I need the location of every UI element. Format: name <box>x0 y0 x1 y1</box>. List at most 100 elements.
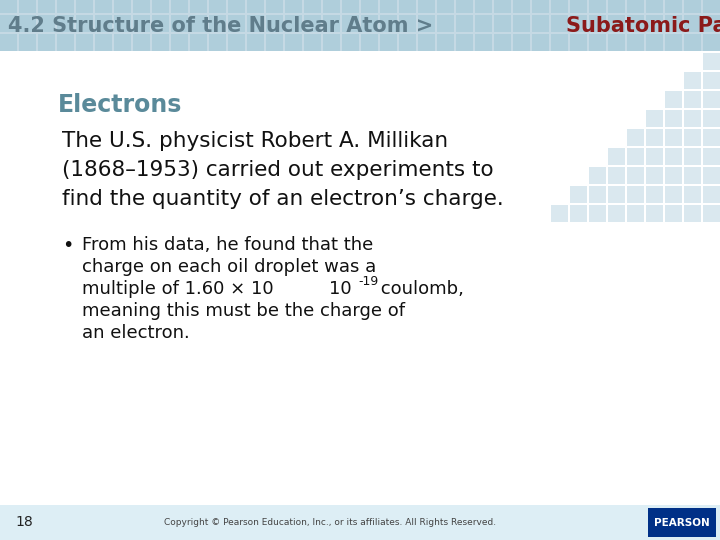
Bar <box>646 15 663 32</box>
Bar <box>380 34 397 51</box>
Bar <box>190 15 207 32</box>
Text: 18: 18 <box>15 516 32 530</box>
Bar <box>38 0 55 13</box>
Bar <box>437 0 454 13</box>
Bar <box>418 34 435 51</box>
Bar <box>627 186 644 203</box>
Bar <box>76 34 93 51</box>
Bar <box>323 15 340 32</box>
Bar <box>57 0 74 13</box>
Bar <box>665 110 682 127</box>
Bar <box>646 0 663 13</box>
Text: multiple of 1.60 × 10: multiple of 1.60 × 10 <box>82 280 274 298</box>
Text: PEARSON: PEARSON <box>654 517 710 528</box>
Text: 10: 10 <box>329 280 352 298</box>
Bar <box>665 148 682 165</box>
Bar <box>323 34 340 51</box>
Bar <box>323 0 340 13</box>
Bar <box>608 0 625 13</box>
Text: The U.S. physicist Robert A. Millikan: The U.S. physicist Robert A. Millikan <box>62 131 448 151</box>
Bar <box>494 0 511 13</box>
Bar <box>361 34 378 51</box>
Bar <box>285 15 302 32</box>
Bar <box>171 0 188 13</box>
Bar <box>247 0 264 13</box>
Bar <box>228 0 245 13</box>
Bar <box>380 15 397 32</box>
Text: 4.2 Structure of the Nuclear Atom >: 4.2 Structure of the Nuclear Atom > <box>8 16 441 36</box>
Bar <box>703 91 720 108</box>
Bar <box>57 15 74 32</box>
Bar <box>304 34 321 51</box>
Text: -19: -19 <box>359 275 379 288</box>
Bar <box>684 205 701 222</box>
Bar <box>361 0 378 13</box>
Bar <box>551 34 568 51</box>
Bar <box>646 148 663 165</box>
Bar <box>399 15 416 32</box>
Bar <box>551 0 568 13</box>
Bar <box>456 15 473 32</box>
Bar <box>152 0 169 13</box>
Bar <box>608 148 625 165</box>
Text: (1868–1953) carried out experiments to: (1868–1953) carried out experiments to <box>62 160 494 180</box>
Bar <box>570 34 587 51</box>
Bar <box>570 0 587 13</box>
Bar <box>551 205 568 222</box>
Bar <box>627 34 644 51</box>
Bar <box>608 205 625 222</box>
Bar <box>456 0 473 13</box>
FancyBboxPatch shape <box>648 508 716 537</box>
Bar <box>152 15 169 32</box>
Bar <box>684 91 701 108</box>
Bar <box>703 129 720 146</box>
Bar <box>570 15 587 32</box>
Bar <box>703 72 720 89</box>
Bar <box>608 167 625 184</box>
Bar <box>684 0 701 13</box>
Bar <box>475 15 492 32</box>
Bar <box>114 34 131 51</box>
Bar <box>494 15 511 32</box>
Bar <box>646 205 663 222</box>
Bar <box>209 15 226 32</box>
Bar <box>703 34 720 51</box>
Bar <box>627 205 644 222</box>
Bar <box>703 53 720 70</box>
Bar <box>342 0 359 13</box>
Bar <box>627 129 644 146</box>
Bar <box>703 186 720 203</box>
Bar <box>95 34 112 51</box>
Bar <box>57 34 74 51</box>
Text: an electron.: an electron. <box>82 324 190 342</box>
Bar <box>684 129 701 146</box>
Bar <box>703 110 720 127</box>
Text: meaning this must be the charge of: meaning this must be the charge of <box>82 302 405 320</box>
Bar <box>684 148 701 165</box>
Bar <box>589 0 606 13</box>
Bar <box>209 34 226 51</box>
Bar <box>589 167 606 184</box>
Bar <box>665 0 682 13</box>
Bar <box>380 0 397 13</box>
Bar <box>399 34 416 51</box>
Bar <box>133 34 150 51</box>
Bar <box>247 34 264 51</box>
Text: •: • <box>62 236 73 255</box>
Bar <box>551 15 568 32</box>
Bar <box>19 0 36 13</box>
Bar <box>627 15 644 32</box>
Bar <box>627 0 644 13</box>
Bar <box>608 186 625 203</box>
Text: find the quantity of an electron’s charge.: find the quantity of an electron’s charg… <box>62 189 504 209</box>
Bar <box>513 15 530 32</box>
FancyBboxPatch shape <box>0 505 720 540</box>
Bar <box>0 15 17 32</box>
Bar <box>684 15 701 32</box>
Bar <box>646 167 663 184</box>
Bar <box>171 34 188 51</box>
Bar <box>532 34 549 51</box>
Bar <box>0 34 17 51</box>
Bar <box>171 15 188 32</box>
Bar <box>228 15 245 32</box>
